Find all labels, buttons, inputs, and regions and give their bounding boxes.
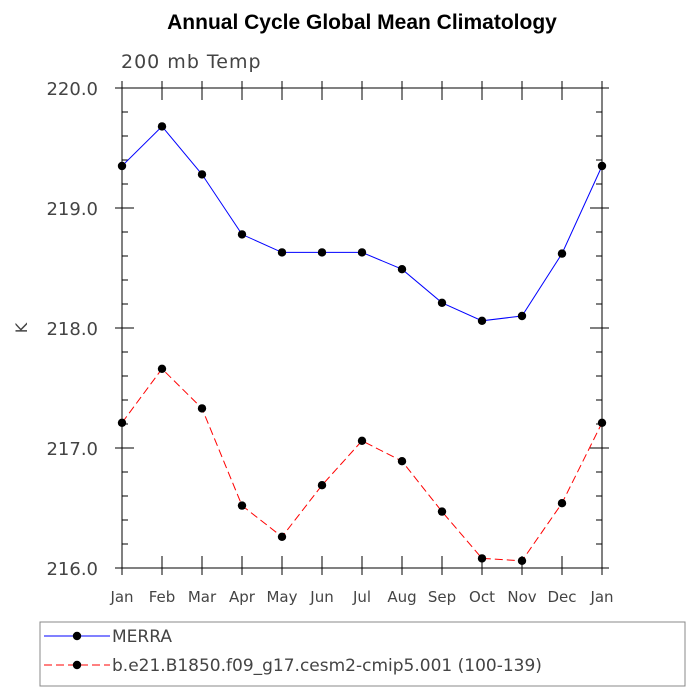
series-2-point: [237, 501, 247, 510]
x-tick-label: May: [266, 588, 297, 606]
plot-frame: [121, 87, 603, 569]
chart-title: Annual Cycle Global Mean Climatology: [167, 11, 557, 34]
legend-marker-2: [72, 660, 82, 670]
x-tick-label: Aug: [387, 588, 416, 606]
y-tick-label: 220.0: [46, 79, 98, 100]
y-axis-label: K: [12, 322, 31, 333]
series-1-point: [237, 230, 247, 239]
x-tick-label: Mar: [188, 588, 217, 606]
x-tick-label: Jan: [589, 588, 613, 606]
tick-marks: [115, 81, 609, 575]
series-line-2: [121, 368, 603, 562]
y-tick-label: 218.0: [46, 319, 98, 340]
x-tick-label: Apr: [229, 588, 256, 606]
series-2-point: [477, 554, 487, 563]
series-2-point: [157, 364, 167, 373]
series-1-point: [357, 248, 367, 257]
chart-subtitle: 200 mb Temp: [121, 51, 262, 73]
series-1-point: [557, 249, 567, 258]
series-1-point: [437, 298, 447, 307]
legend-box: [39, 621, 686, 687]
series-1-point: [517, 311, 527, 321]
series-2-point: [557, 499, 567, 508]
series-1-point: [277, 248, 287, 257]
legend-label-1: MERRA: [112, 627, 172, 647]
series-1-point: [157, 122, 167, 131]
legend-label-2: b.e21.B1850.f09_g17.cesm2-cmip5.001 (100…: [112, 656, 542, 676]
x-tick-label: Jun: [309, 588, 333, 606]
series-2-point: [277, 532, 287, 541]
series-1-point: [477, 316, 487, 325]
data-series: [117, 122, 607, 565]
y-tick-label: 216.0: [46, 559, 98, 580]
series-2-point: [197, 404, 207, 413]
x-tick-label: Dec: [547, 588, 576, 606]
series-2-point: [357, 436, 367, 445]
series-2-point: [397, 457, 407, 466]
y-tick-label: 217.0: [46, 439, 98, 460]
series-line-1: [121, 125, 603, 322]
series-1-point: [397, 265, 407, 274]
legend: MERRA b.e21.B1850.f09_g17.cesm2-cmip5.001…: [39, 621, 686, 687]
series-2-point: [437, 507, 447, 516]
series-2-point: [517, 556, 527, 565]
y-tick-label: 219.0: [46, 199, 98, 220]
series-1-point: [317, 248, 327, 257]
x-tick-label: Jan: [109, 588, 133, 606]
series-1-point: [197, 170, 207, 179]
x-tick-label: Jul: [352, 588, 371, 606]
legend-marker-1: [72, 631, 82, 641]
x-tick-labels: Jan Feb Mar Apr May Jun Jul Aug Sep Oct Nov Dec Jan: [109, 588, 613, 606]
x-tick-label: Oct: [469, 588, 495, 606]
x-tick-label: Feb: [149, 588, 176, 606]
y-tick-labels: 216.0 217.0 218.0 219.0 220.0: [46, 79, 98, 580]
x-tick-label: Sep: [428, 588, 456, 606]
x-tick-label: Nov: [507, 588, 536, 606]
series-2-point: [317, 481, 327, 490]
